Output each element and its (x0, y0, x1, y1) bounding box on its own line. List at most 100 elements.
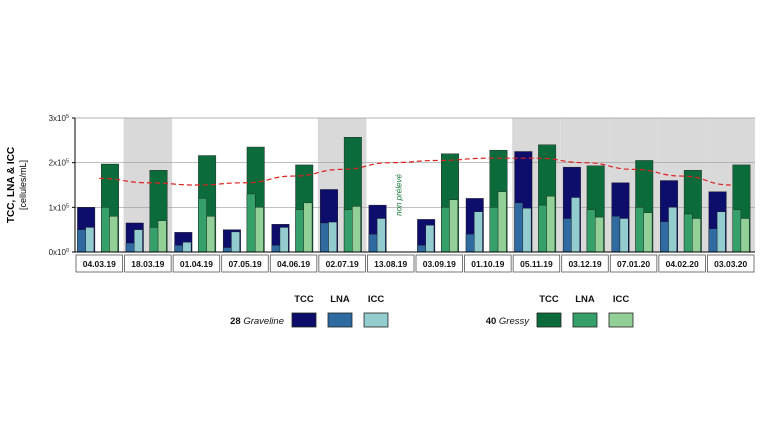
bar-gressy-icc-04.02.20 (692, 218, 701, 253)
bar-gressy-lna-07.05.19 (246, 193, 256, 253)
bar-graveline-icc-18.03.19 (134, 229, 143, 253)
bar-gressy-icc-07.01.20 (643, 212, 653, 253)
x-tick-label: 01.04.19 (180, 259, 213, 269)
bar-graveline-icc-04.06.19 (279, 227, 289, 253)
bar-gressy-lna-18.03.19 (149, 227, 159, 253)
x-category-box (124, 254, 172, 273)
x-tick-label: 03.12.19 (568, 259, 601, 269)
legend-swatch (536, 312, 562, 328)
bar-gressy-lna-03.12.19 (586, 209, 596, 253)
x-category-box (415, 254, 463, 273)
y-axis-title: TCC, LNA & ICC (6, 147, 17, 223)
legend-site-label: 40 Gressy (486, 316, 531, 327)
x-tick-label: 03.09.19 (423, 259, 456, 269)
x-tick-label: 18.03.19 (131, 259, 164, 269)
bar-gressy-icc-01.10.19 (497, 191, 507, 253)
x-category-box (172, 254, 221, 273)
x-tick-label: 13.08.19 (374, 259, 407, 269)
x-tick-label: 04.03.19 (83, 259, 116, 269)
x-tick-label: 02.07.19 (326, 259, 359, 269)
x-category-box (512, 254, 561, 273)
x-tick-label: 05.11.19 (520, 259, 553, 269)
bar-graveline-icc-05.11.19 (522, 208, 532, 253)
bar-gressy-icc-02.07.19 (352, 206, 361, 253)
legend-label-tcc: TCC (294, 294, 314, 305)
x-tick-label: 01.10.19 (471, 259, 504, 269)
x-tick-label: 03.03.20 (714, 259, 747, 269)
bar-gressy-lna-04.03.19 (101, 207, 110, 253)
bar-gressy-lna-04.06.19 (295, 209, 304, 253)
bar-graveline-icc-04.03.19 (85, 227, 95, 253)
bar-graveline-lna-07.05.19 (222, 247, 232, 253)
y-tick-label: 1x105 (49, 203, 69, 212)
bar-gressy-icc-18.03.19 (157, 220, 167, 253)
bar-gressy-icc-03.09.19 (449, 199, 458, 253)
legend-swatch (291, 312, 317, 328)
y-tick-label: 3x105 (49, 114, 69, 123)
x-tick-label: 07.05.19 (228, 259, 261, 269)
bar-graveline-lna-03.12.19 (562, 218, 572, 253)
x-category-box (561, 254, 609, 273)
bar-gressy-lna-03.09.19 (441, 207, 450, 253)
bar-graveline-icc-01.10.19 (474, 211, 483, 253)
bar-gressy-icc-07.05.19 (254, 207, 264, 253)
bar-graveline-lna-04.06.19 (271, 245, 281, 253)
bar-gressy-lna-04.02.20 (683, 213, 693, 253)
legend-swatch (608, 312, 634, 328)
bar-graveline-icc-07.01.20 (619, 218, 629, 253)
bar-graveline-lna-07.01.20 (611, 216, 621, 253)
legend-swatch (363, 312, 389, 328)
bar-gressy-icc-03.03.20 (740, 218, 750, 253)
x-category-box (75, 254, 123, 273)
bar-graveline-icc-03.12.19 (571, 197, 580, 253)
bar-gressy-lna-07.01.20 (635, 207, 644, 253)
bar-graveline-icc-04.02.20 (668, 207, 677, 253)
y-axis-subtitle: [cellules/mL] (18, 160, 28, 210)
bar-graveline-icc-07.05.19 (231, 231, 240, 253)
legend-label-tcc: TCC (539, 294, 559, 305)
legend-label-icc: ICC (368, 294, 385, 305)
bar-gressy-icc-04.03.19 (109, 216, 118, 253)
bar-graveline-icc-13.08.19 (376, 218, 386, 253)
x-tick-label: 04.06.19 (277, 259, 310, 269)
legend-label-icc: ICC (613, 294, 630, 305)
x-category-box (609, 254, 658, 273)
bar-gressy-icc-03.12.19 (595, 216, 604, 253)
annotation-non-preleve: non prélevé (394, 174, 403, 216)
bar-graveline-lna-03.09.19 (417, 245, 426, 253)
legend-label-lna: LNA (330, 294, 350, 305)
x-category-box (658, 254, 706, 273)
legend-swatch (327, 312, 353, 328)
trend-line (99, 157, 731, 186)
bar-gressy-lna-02.07.19 (343, 209, 353, 253)
x-tick-label: 04.02.20 (666, 259, 699, 269)
x-category-box (318, 254, 366, 273)
x-category-box (367, 254, 415, 273)
x-category-box (464, 254, 512, 273)
bar-gressy-icc-01.04.19 (206, 216, 216, 253)
x-category-box (707, 254, 755, 273)
legend-label-lna: LNA (575, 294, 595, 305)
bar-graveline-icc-02.07.19 (328, 221, 337, 253)
bar-graveline-lna-04.02.20 (660, 221, 669, 253)
bar-graveline-lna-03.03.20 (708, 228, 718, 253)
bar-graveline-icc-01.04.19 (182, 241, 192, 253)
bar-graveline-lna-01.10.19 (465, 233, 475, 253)
bar-gressy-icc-05.11.19 (546, 195, 556, 253)
y-tick-label: 0x100 (49, 248, 69, 257)
x-category-box (221, 254, 269, 273)
bar-graveline-icc-03.03.20 (716, 211, 726, 253)
legend-site-label: 28 Graveline (230, 316, 284, 327)
bar-graveline-lna-04.03.19 (77, 229, 86, 253)
y-tick-label: 2x105 (49, 159, 69, 168)
x-category-box (269, 254, 318, 273)
bar-gressy-lna-03.03.20 (732, 209, 742, 253)
bar-gressy-lna-01.04.19 (198, 198, 207, 253)
legend-swatch (572, 312, 598, 328)
bar-graveline-icc-03.09.19 (425, 224, 435, 253)
bar-gressy-lna-05.11.19 (538, 204, 547, 253)
bar-graveline-lna-01.04.19 (174, 245, 184, 253)
bar-graveline-lna-05.11.19 (514, 202, 524, 253)
